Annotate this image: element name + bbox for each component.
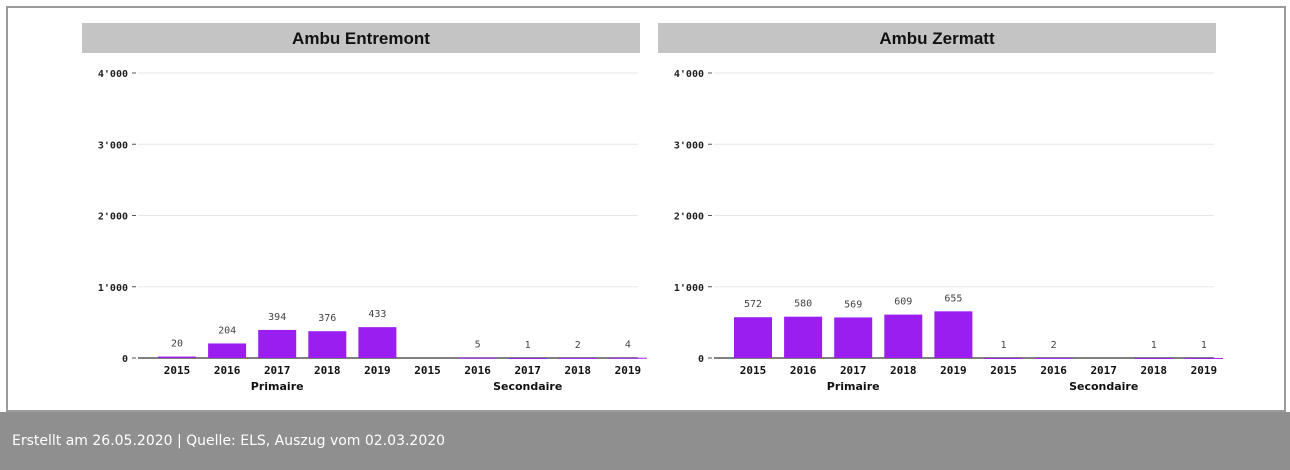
data-label: 1 (525, 340, 531, 351)
data-label: 20 (171, 339, 183, 350)
x-tick-label: 2018 (1141, 364, 1168, 377)
x-tick-label: 2018 (890, 364, 917, 377)
y-tick-label: 0 (698, 354, 704, 365)
bar (1034, 357, 1073, 359)
bar (508, 357, 547, 359)
data-label: 580 (794, 299, 812, 310)
data-label: 2 (575, 340, 581, 351)
x-tick-label: 2019 (940, 364, 967, 377)
x-tick-label: 2016 (464, 364, 491, 377)
data-label: 204 (218, 325, 236, 336)
data-label: 394 (268, 312, 286, 323)
chart-title: Ambu Zermatt (879, 29, 995, 48)
source-footer: Erstellt am 26.05.2020 | Quelle: ELS, Au… (0, 412, 1290, 470)
y-tick-label: 3'000 (674, 140, 704, 151)
data-label: 572 (744, 299, 762, 310)
data-label: 1 (1151, 340, 1157, 351)
bar (1134, 357, 1173, 359)
x-tick-label: 2015 (164, 364, 191, 377)
group-label: Secondaire (1069, 380, 1138, 393)
data-label: 376 (318, 313, 336, 324)
bar (1184, 357, 1223, 359)
bar (308, 331, 347, 358)
chart-title: Ambu Entremont (292, 29, 430, 48)
x-tick-label: 2015 (990, 364, 1017, 377)
y-tick-label: 1'000 (98, 283, 128, 294)
y-tick-label: 3'000 (98, 140, 128, 151)
bar (158, 356, 196, 358)
y-tick-label: 4'000 (674, 69, 704, 80)
x-tick-label: 2017 (1090, 364, 1117, 377)
bar (458, 357, 497, 359)
bar (734, 317, 772, 358)
x-tick-label: 2015 (740, 364, 767, 377)
y-tick-label: 2'000 (98, 212, 128, 223)
charts-frame: Ambu Entremont 0 1'000 2'000 3'000 4'000 20 201… (6, 6, 1286, 412)
bar (558, 357, 597, 359)
data-label: 1 (1000, 340, 1006, 351)
x-tick-label: 2016 (790, 364, 817, 377)
bar (884, 314, 923, 358)
data-label: 5 (475, 340, 481, 351)
bar (784, 316, 823, 358)
chart-ambu-zermatt: Ambu Zermatt 0 1'000 2'000 3'000 4'000 572 2015… (658, 23, 1223, 393)
data-label: 655 (944, 293, 962, 304)
bar (834, 317, 873, 358)
data-label: 609 (894, 297, 912, 308)
x-tick-label: 2019 (615, 364, 642, 377)
data-label: 2 (1051, 340, 1057, 351)
data-label: 4 (625, 340, 631, 351)
bar (358, 327, 397, 358)
x-tick-label: 2017 (264, 364, 291, 377)
x-tick-label: 2017 (514, 364, 541, 377)
x-tick-label: 2015 (414, 364, 441, 377)
data-label: 569 (844, 299, 862, 310)
bar (984, 357, 1023, 359)
panel-header (658, 23, 1216, 53)
y-tick-label: 0 (122, 354, 128, 365)
group-label: Primaire (251, 380, 304, 393)
y-tick-label: 4'000 (98, 69, 128, 80)
x-tick-label: 2016 (1040, 364, 1067, 377)
data-label: 1 (1201, 340, 1207, 351)
bar (258, 329, 297, 358)
bar (208, 343, 247, 358)
bar (608, 357, 647, 359)
x-tick-label: 2016 (214, 364, 241, 377)
group-label: Primaire (827, 380, 880, 393)
panel-header (82, 23, 640, 53)
group-label: Secondaire (493, 380, 562, 393)
x-tick-label: 2018 (314, 364, 341, 377)
x-tick-label: 2019 (1191, 364, 1218, 377)
y-tick-label: 1'000 (674, 283, 704, 294)
x-tick-label: 2019 (364, 364, 391, 377)
bar (934, 311, 973, 358)
data-label: 433 (368, 309, 386, 320)
x-tick-label: 2018 (565, 364, 592, 377)
y-tick-label: 2'000 (674, 212, 704, 223)
footer-text: Erstellt am 26.05.2020 | Quelle: ELS, Au… (12, 433, 446, 449)
x-tick-label: 2017 (840, 364, 867, 377)
chart-ambu-entremont: Ambu Entremont 0 1'000 2'000 3'000 4'000 20 201… (82, 23, 647, 393)
